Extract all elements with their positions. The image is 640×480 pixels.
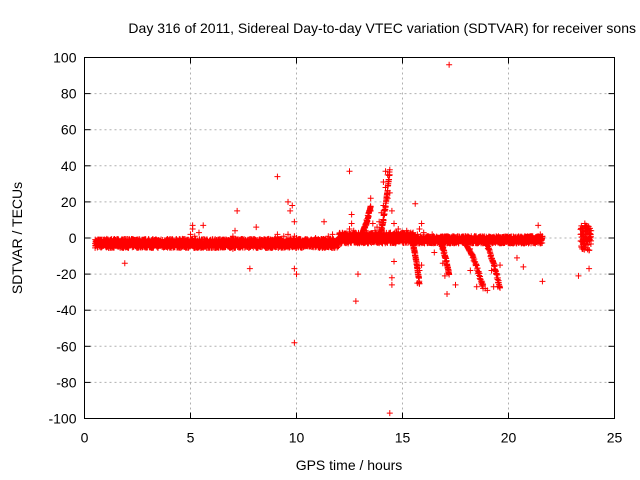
data-point: [431, 249, 438, 256]
data-point: [346, 168, 353, 175]
x-tick-label: 5: [187, 430, 195, 446]
data-point: [287, 207, 294, 214]
data-point: [348, 211, 355, 218]
data-point: [490, 283, 497, 290]
data-point: [200, 222, 207, 229]
data-point: [274, 173, 281, 180]
data-point: [234, 207, 241, 214]
data-point: [412, 200, 419, 207]
data-point: [388, 281, 395, 288]
y-tick-label: 80: [61, 86, 77, 102]
data-point: [121, 260, 128, 267]
data-point: [369, 220, 376, 227]
data-point: [513, 254, 520, 261]
grid-lines: [84, 57, 615, 419]
x-tick-label: 20: [501, 430, 517, 446]
x-tick-label: 25: [607, 430, 623, 446]
data-point: [232, 227, 239, 234]
data-point: [253, 224, 260, 231]
data-point: [535, 222, 542, 229]
data-point: [586, 265, 593, 272]
x-axis-label: GPS time / hours: [296, 457, 403, 473]
data-point: [539, 278, 546, 285]
data-point: [285, 198, 292, 205]
y-tick-label: -20: [56, 266, 76, 282]
data-point: [444, 290, 451, 297]
y-tick-label: -60: [56, 338, 76, 354]
data-point: [321, 218, 328, 225]
y-tick-labels: -100 -80 -60 -40 -20 0 20 40 60 80 100: [48, 50, 76, 427]
data-point: [416, 225, 423, 232]
data-points: [92, 61, 595, 417]
x-tick-label: 15: [395, 430, 411, 446]
x-tick-labels: 0 5 10 15 20 25: [81, 430, 623, 446]
data-point: [467, 267, 474, 274]
y-axis-label: SDTVAR / TECUs: [9, 182, 25, 294]
data-point: [246, 265, 253, 272]
data-point: [473, 283, 480, 290]
data-point: [386, 410, 393, 417]
y-tick-label: 60: [61, 122, 77, 138]
data-point: [291, 339, 298, 346]
data-point: [289, 202, 296, 209]
data-point: [293, 271, 300, 278]
y-tick-label: 40: [61, 158, 77, 174]
data-point: [391, 258, 398, 265]
y-tick-label: 0: [69, 230, 77, 246]
data-point: [195, 229, 202, 236]
data-point: [446, 61, 453, 68]
y-tick-label: 20: [61, 194, 77, 210]
data-point: [367, 195, 374, 202]
data-point: [388, 274, 395, 281]
data-point: [388, 207, 395, 214]
x-tick-label: 10: [289, 430, 305, 446]
chart-title: Day 316 of 2011, Sidereal Day-to-day VTE…: [128, 20, 636, 36]
data-point: [452, 281, 459, 288]
data-point: [348, 220, 355, 227]
data-point: [354, 271, 361, 278]
data-point: [291, 265, 298, 272]
y-tick-label: 100: [53, 50, 77, 66]
data-point: [520, 263, 527, 270]
data-point: [497, 262, 504, 269]
x-tick-label: 0: [81, 430, 89, 446]
data-point: [391, 220, 398, 227]
y-tick-label: -40: [56, 302, 76, 318]
data-point: [352, 298, 359, 305]
data-point: [418, 220, 425, 227]
y-tick-label: -100: [48, 411, 76, 427]
y-tick-label: -80: [56, 374, 76, 390]
